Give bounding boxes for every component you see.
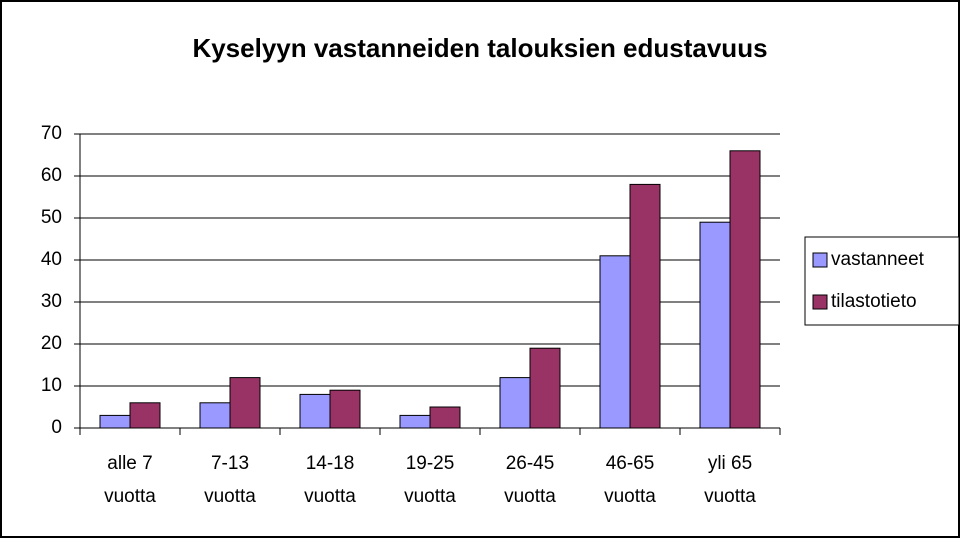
- legend-label: vastanneet: [831, 249, 925, 270]
- y-tick-label: 20: [41, 333, 62, 354]
- bar: [599, 255, 631, 429]
- bar: [299, 393, 331, 429]
- x-tick-label: 14-18 vuotta: [304, 453, 356, 507]
- legend-label: tilastotieto: [831, 291, 917, 312]
- chart-title: Kyselyyn vastanneiden talouksien edustav…: [192, 33, 767, 63]
- bar: [329, 389, 361, 429]
- x-tick-label: alle 7 vuotta: [104, 453, 156, 507]
- bar: [699, 221, 731, 429]
- bar: [129, 402, 161, 429]
- x-tick-label: 7-13 vuotta: [204, 453, 256, 507]
- y-tick-label: 50: [41, 207, 62, 228]
- legend-swatch: [812, 294, 828, 310]
- x-tick-label: yli 65 vuotta: [704, 453, 756, 507]
- legend-box: [804, 236, 960, 326]
- x-tick-label: 19-25 vuotta: [404, 453, 456, 507]
- bar: [529, 347, 561, 429]
- x-tick-label: 46-65 vuotta: [604, 453, 656, 507]
- y-tick-label: 60: [41, 165, 62, 186]
- bar: [729, 150, 761, 429]
- legend-swatch: [812, 252, 828, 268]
- y-tick-label: 70: [41, 123, 62, 144]
- bar: [399, 414, 431, 429]
- bar: [629, 183, 661, 429]
- bar: [199, 402, 231, 429]
- bar: [429, 406, 461, 429]
- bar: [99, 414, 131, 429]
- y-tick-label: 0: [51, 417, 62, 438]
- y-tick-label: 30: [41, 291, 62, 312]
- bar: [229, 377, 261, 429]
- y-tick-label: 10: [41, 375, 62, 396]
- x-tick-label: 26-45 vuotta: [504, 453, 556, 507]
- bar: [499, 377, 531, 429]
- y-tick-label: 40: [41, 249, 62, 270]
